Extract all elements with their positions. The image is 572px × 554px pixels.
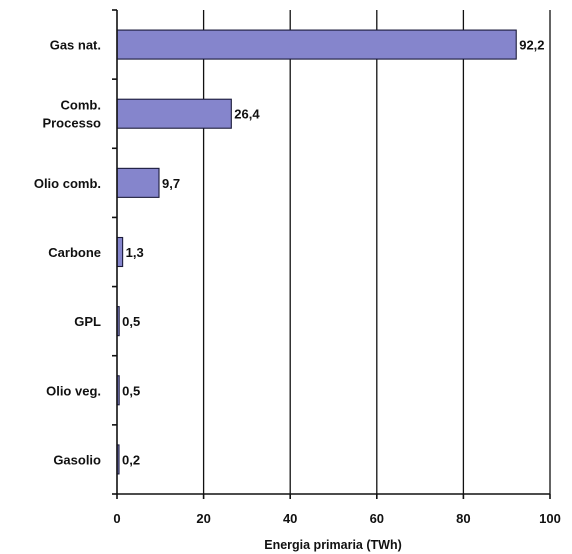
x-axis-title: Energia primaria (TWh): [264, 538, 402, 552]
x-tick-label: 40: [283, 511, 297, 526]
bars: [116, 29, 517, 475]
x-tick-label: 100: [539, 511, 561, 526]
x-tick-label: 80: [456, 511, 470, 526]
x-tick-label: 20: [196, 511, 210, 526]
bar: [116, 236, 124, 268]
value-label: 9,7: [162, 176, 180, 191]
bar: [116, 98, 232, 129]
category-label: GPL: [74, 314, 101, 329]
x-tick-labels: 0 20 40 60 80 100: [113, 511, 560, 526]
category-label: Gasolio: [53, 452, 101, 467]
axes: [112, 9, 551, 499]
x-tick-label: 0: [113, 511, 120, 526]
category-label: Gas nat.: [50, 38, 101, 53]
value-label: 26,4: [234, 107, 260, 122]
bar: [116, 167, 160, 198]
value-label: 92,2: [519, 38, 544, 53]
category-label: Olio veg.: [46, 383, 101, 398]
category-labels: Gas nat. Comb. Processo Olio comb. Carbone GP…: [34, 38, 101, 468]
value-label: 0,5: [122, 383, 140, 398]
value-label: 1,3: [126, 245, 144, 260]
category-label: Processo: [42, 116, 101, 131]
bar: [116, 29, 517, 60]
category-label: Olio comb.: [34, 176, 101, 191]
category-label: Comb.: [61, 98, 101, 113]
gridlines: [202, 10, 551, 494]
value-label: 0,5: [122, 314, 140, 329]
category-label: Carbone: [48, 245, 101, 260]
x-tick-label: 60: [370, 511, 384, 526]
value-labels: 92,2 26,4 9,7 1,3 0,5 0,5 0,2: [122, 38, 545, 468]
value-label: 0,2: [122, 452, 140, 467]
